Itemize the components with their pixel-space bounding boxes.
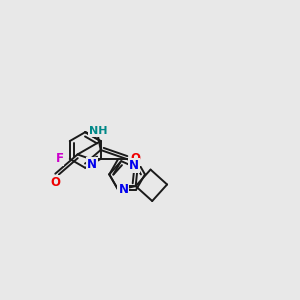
Text: O: O	[50, 176, 60, 189]
Text: N: N	[129, 159, 139, 172]
Text: N: N	[118, 183, 128, 196]
Text: N: N	[87, 158, 97, 171]
Text: NH: NH	[89, 126, 107, 136]
Text: N: N	[118, 181, 128, 194]
Text: O: O	[131, 152, 141, 165]
Text: F: F	[56, 152, 64, 165]
